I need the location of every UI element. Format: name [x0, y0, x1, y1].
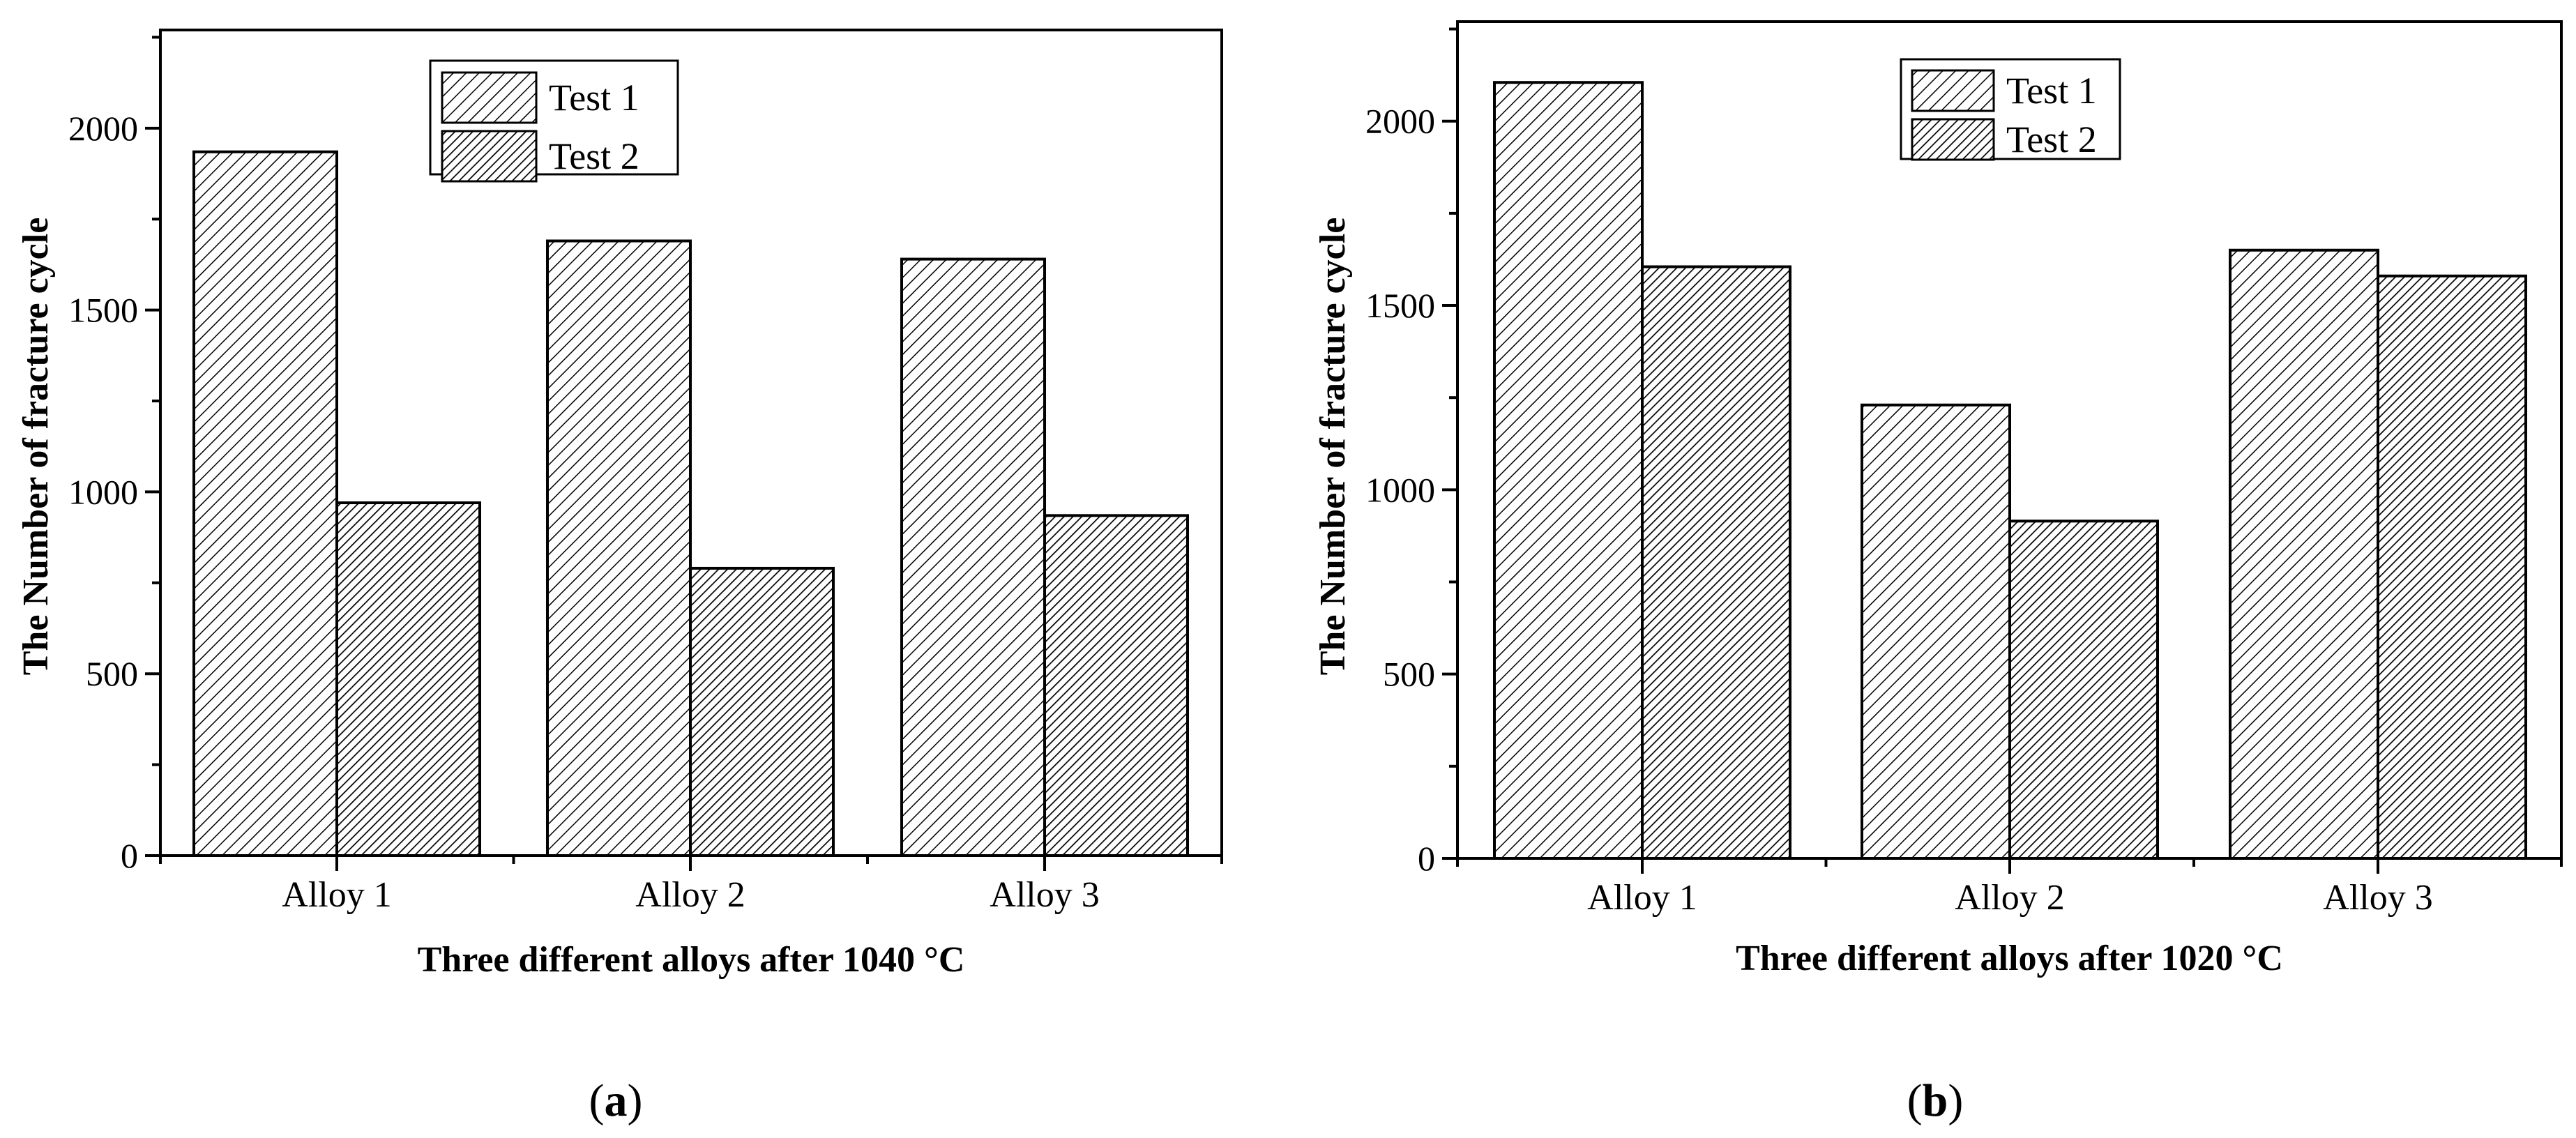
legend-swatch [1911, 118, 1995, 161]
y-tick-label: 2000 [68, 109, 138, 148]
legend-swatch [441, 130, 538, 183]
x-axis-title: Three different alloys after 1040 °C [418, 940, 965, 980]
bar-test-1-alloy-3 [900, 257, 1046, 857]
bar-test-2-alloy-2 [689, 566, 835, 857]
x-category-label: Alloy 1 [282, 875, 391, 915]
legend-label: Test 2 [549, 135, 639, 177]
x-category-label: Alloy 3 [2323, 878, 2432, 918]
y-tick-label: 1500 [1365, 286, 1435, 325]
y-tick-label: 1000 [68, 472, 138, 511]
legend-swatch [1911, 69, 1995, 112]
y-tick-label: 500 [1383, 655, 1435, 694]
bar-test-2-alloy-3 [1043, 514, 1189, 858]
bar-test-1-alloy-2 [1861, 403, 2011, 860]
panel-label: (b) [1907, 1075, 1964, 1126]
bar-test-1-alloy-3 [2229, 248, 2379, 860]
panel-label: (a) [589, 1075, 643, 1126]
bar-test-2-alloy-1 [335, 501, 481, 857]
legend: Test 1 Test 2 [1900, 58, 2121, 161]
bar-test-2-alloy-1 [1641, 265, 1791, 860]
x-axis-title: Three different alloys after 1020 °C [1736, 939, 2283, 978]
legend-label: Test 1 [2006, 70, 2097, 112]
y-tick-label: 0 [1418, 839, 1435, 878]
bar-test-2-alloy-3 [2377, 274, 2527, 860]
x-category-label: Alloy 2 [1955, 878, 2064, 918]
legend-swatch [441, 71, 538, 124]
legend-label: Test 2 [2006, 119, 2097, 160]
chart-panel-b: 0 500 1000 1500 2000 Alloy 1 Alloy 2 Alloy 3 Thr… [1313, 20, 2563, 1126]
y-tick-label: 1500 [68, 291, 138, 330]
bar-test-1-alloy-2 [546, 239, 692, 857]
legend-label: Test 1 [549, 77, 639, 119]
x-category-label: Alloy 3 [990, 875, 1099, 915]
bar-test-2-alloy-2 [2008, 519, 2159, 860]
bar-test-1-alloy-1 [1493, 81, 1644, 860]
y-axis-title: The Number of fracture cycle [16, 218, 56, 676]
y-tick-label: 0 [121, 836, 138, 875]
chart-panel-a: 0 500 1000 1500 2000 Alloy 1 Alloy 2 Alloy 3 Thr… [16, 29, 1223, 1126]
x-category-label: Alloy 2 [635, 875, 745, 915]
legend: Test 1 Test 2 [429, 59, 679, 183]
y-tick-label: 500 [86, 654, 138, 693]
y-axis-title: The Number of fracture cycle [1313, 218, 1353, 676]
bar-test-1-alloy-1 [192, 150, 338, 858]
x-category-label: Alloy 1 [1587, 878, 1697, 918]
y-tick-label: 1000 [1365, 470, 1435, 509]
y-tick-label: 2000 [1365, 102, 1435, 141]
